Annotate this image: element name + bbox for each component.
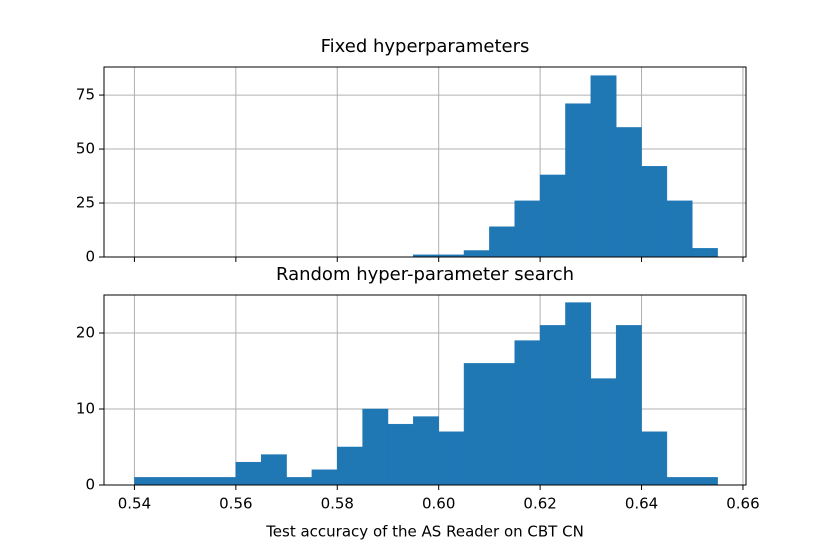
y-tick-label: 0 [85, 476, 95, 494]
bar [666, 200, 693, 258]
bar [184, 477, 211, 486]
bar [539, 174, 566, 258]
bar [413, 416, 439, 486]
bar [489, 226, 516, 258]
x-axis-label: Test accuracy of the AS Reader on CBT CN [265, 523, 584, 541]
bar [311, 469, 338, 486]
x-tick-label: 0.56 [219, 495, 252, 513]
chart-title: Random hyper-parameter search [276, 264, 574, 285]
bar [641, 431, 668, 486]
x-tick-label: 0.58 [321, 495, 354, 513]
bar [134, 477, 161, 486]
bar [615, 325, 642, 486]
bar [565, 103, 592, 258]
bar [514, 200, 541, 258]
bar [286, 477, 313, 486]
x-tick-label: 0.66 [726, 495, 759, 513]
bar [565, 302, 592, 486]
bar [337, 446, 363, 486]
x-tick-label: 0.54 [118, 495, 151, 513]
bar [438, 431, 465, 486]
x-tick-label: 0.64 [625, 495, 658, 513]
bar [641, 166, 668, 258]
x-tick-label: 0.60 [422, 495, 455, 513]
axes-frame [103, 66, 747, 258]
bar [514, 340, 541, 486]
bar [362, 408, 389, 486]
y-tick-label: 75 [76, 86, 95, 104]
bar [463, 363, 490, 486]
bar [590, 378, 617, 486]
bar [210, 477, 237, 486]
bar [691, 477, 718, 486]
bar [666, 477, 693, 486]
bar [159, 477, 186, 486]
y-tick-label: 0 [85, 248, 95, 266]
y-tick-label: 10 [76, 400, 95, 418]
chart-title: Fixed hyperparameters [321, 36, 530, 57]
bar [387, 423, 414, 486]
x-tick-label: 0.62 [523, 495, 556, 513]
y-tick-label: 20 [76, 324, 95, 342]
bar [489, 363, 516, 486]
bar [590, 75, 617, 258]
bar [260, 454, 287, 486]
y-tick-label: 25 [76, 194, 95, 212]
y-tick-label: 50 [76, 140, 95, 158]
axes-frame [103, 294, 747, 486]
bar [463, 250, 490, 258]
bar [615, 127, 642, 258]
bar [691, 248, 718, 258]
bar [539, 325, 566, 486]
bar [235, 461, 262, 486]
